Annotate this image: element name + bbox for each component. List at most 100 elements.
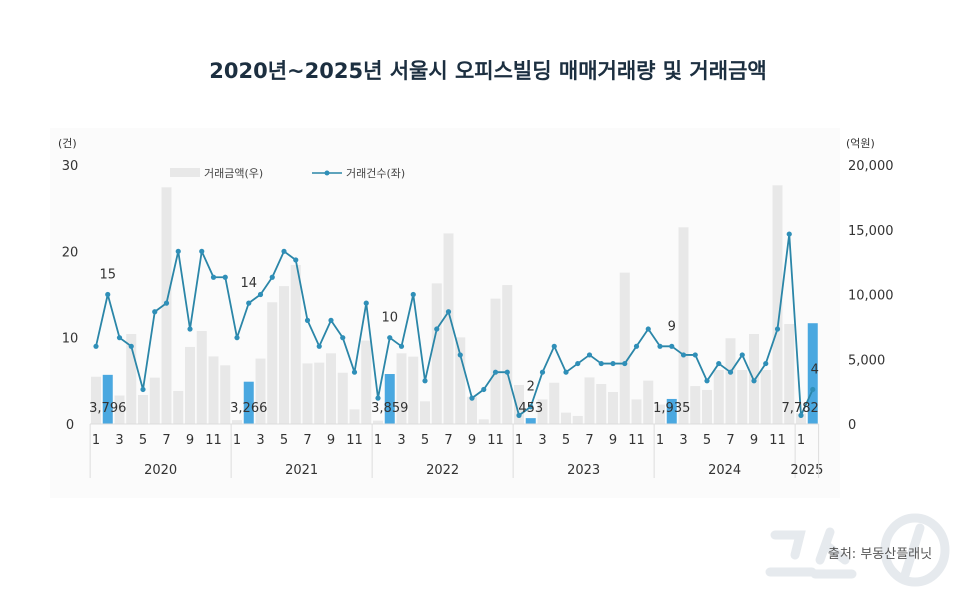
left-axis: 0 10 20 30 — [62, 159, 79, 433]
month-tick-label: 7 — [585, 433, 593, 448]
month-tick-label: 9 — [609, 433, 617, 448]
bar — [713, 369, 724, 424]
bar — [467, 396, 477, 424]
line-point — [610, 360, 616, 367]
bar — [631, 399, 642, 424]
bar — [443, 233, 454, 424]
month-tick-label: 5 — [562, 433, 570, 448]
month-tick-label: 11 — [346, 433, 363, 448]
bar — [138, 394, 148, 424]
bar-value-label: 453 — [518, 401, 543, 416]
bar — [337, 372, 348, 424]
bar — [255, 358, 266, 424]
line-point — [810, 386, 816, 393]
month-tick-label: 5 — [139, 433, 147, 448]
line-point — [140, 386, 146, 393]
line-point — [727, 369, 734, 375]
line-point — [163, 300, 170, 306]
line-point — [340, 335, 346, 341]
line-point — [539, 369, 546, 375]
highlight-bar — [666, 398, 677, 424]
line-point — [257, 291, 264, 298]
bar — [596, 383, 607, 424]
line-point — [492, 369, 499, 375]
source-note: 출처: 부동산플래닛 — [828, 547, 932, 562]
line-point — [152, 309, 158, 315]
line-point — [128, 343, 134, 349]
month-tick-label: 1 — [233, 433, 241, 448]
month-tick-label: 11 — [628, 433, 645, 448]
line-point — [187, 326, 193, 332]
bar — [455, 337, 466, 424]
bar-value-label: 3,859 — [371, 401, 408, 416]
month-tick-label: 7 — [303, 433, 311, 448]
line-value-label: 9 — [668, 319, 676, 334]
bar — [678, 227, 689, 424]
line-point — [269, 274, 275, 280]
year-label: 2020 — [144, 463, 177, 478]
line-point — [774, 326, 781, 332]
bar — [772, 185, 783, 424]
line-point — [763, 360, 769, 367]
bar — [784, 324, 795, 424]
line-point — [551, 343, 557, 349]
line-point — [375, 395, 381, 401]
line-point — [434, 326, 440, 332]
right-tick-label: 20,000 — [848, 159, 894, 174]
highlight-bar — [384, 374, 395, 424]
line-point — [633, 343, 640, 349]
bar — [490, 298, 501, 424]
month-tick-label: 1 — [515, 433, 523, 448]
right-tick-label: 0 — [848, 418, 856, 433]
line-point — [598, 360, 604, 367]
bar — [725, 338, 736, 424]
watermark-ring — [880, 513, 950, 587]
right-axis-unit: (억원) — [846, 137, 875, 150]
line-point — [328, 317, 334, 323]
left-tick-label: 20 — [62, 245, 79, 260]
line-point — [469, 395, 475, 401]
month-tick-label: 9 — [750, 433, 758, 448]
line-point — [410, 291, 416, 298]
line-point — [351, 369, 358, 375]
bar-value-label: 3,796 — [89, 401, 126, 416]
bar — [431, 283, 442, 424]
bar — [514, 385, 524, 424]
bar — [114, 395, 125, 424]
line-point — [704, 378, 710, 384]
line-point — [657, 343, 663, 349]
watermark-stroke — [900, 523, 925, 580]
bar — [173, 390, 184, 424]
watermark-stroke — [815, 527, 850, 565]
year-label: 2023 — [567, 463, 600, 478]
month-tick-label: 11 — [487, 433, 504, 448]
left-tick-label: 30 — [62, 159, 79, 174]
line-point — [798, 412, 804, 418]
line-value-label: 2 — [527, 380, 535, 395]
bar — [690, 386, 701, 424]
line-point — [281, 248, 287, 254]
line-point — [528, 404, 534, 410]
line-point — [669, 343, 675, 349]
highlight-bar — [243, 381, 254, 424]
line-point — [716, 360, 722, 367]
bar — [537, 399, 548, 424]
right-tick-label: 5,000 — [848, 353, 885, 368]
month-tick-label: 9 — [186, 433, 194, 448]
bar — [196, 331, 207, 424]
line-point — [563, 369, 569, 375]
month-tick-label: 7 — [726, 433, 734, 448]
bar — [619, 272, 630, 424]
right-axis: 0 5,000 10,000 15,000 20,000 — [848, 159, 894, 433]
bar-value-label: 7,782 — [782, 401, 819, 416]
month-tick-label: 11 — [205, 433, 222, 448]
bar — [549, 382, 560, 424]
month-tick-label: 7 — [444, 433, 452, 448]
bar-series — [91, 185, 818, 424]
bar — [314, 362, 325, 424]
line-point — [422, 378, 428, 384]
bar — [232, 420, 242, 424]
month-tick-label: 3 — [256, 433, 264, 448]
line-point — [692, 352, 698, 358]
month-tick-label: 1 — [656, 433, 664, 448]
